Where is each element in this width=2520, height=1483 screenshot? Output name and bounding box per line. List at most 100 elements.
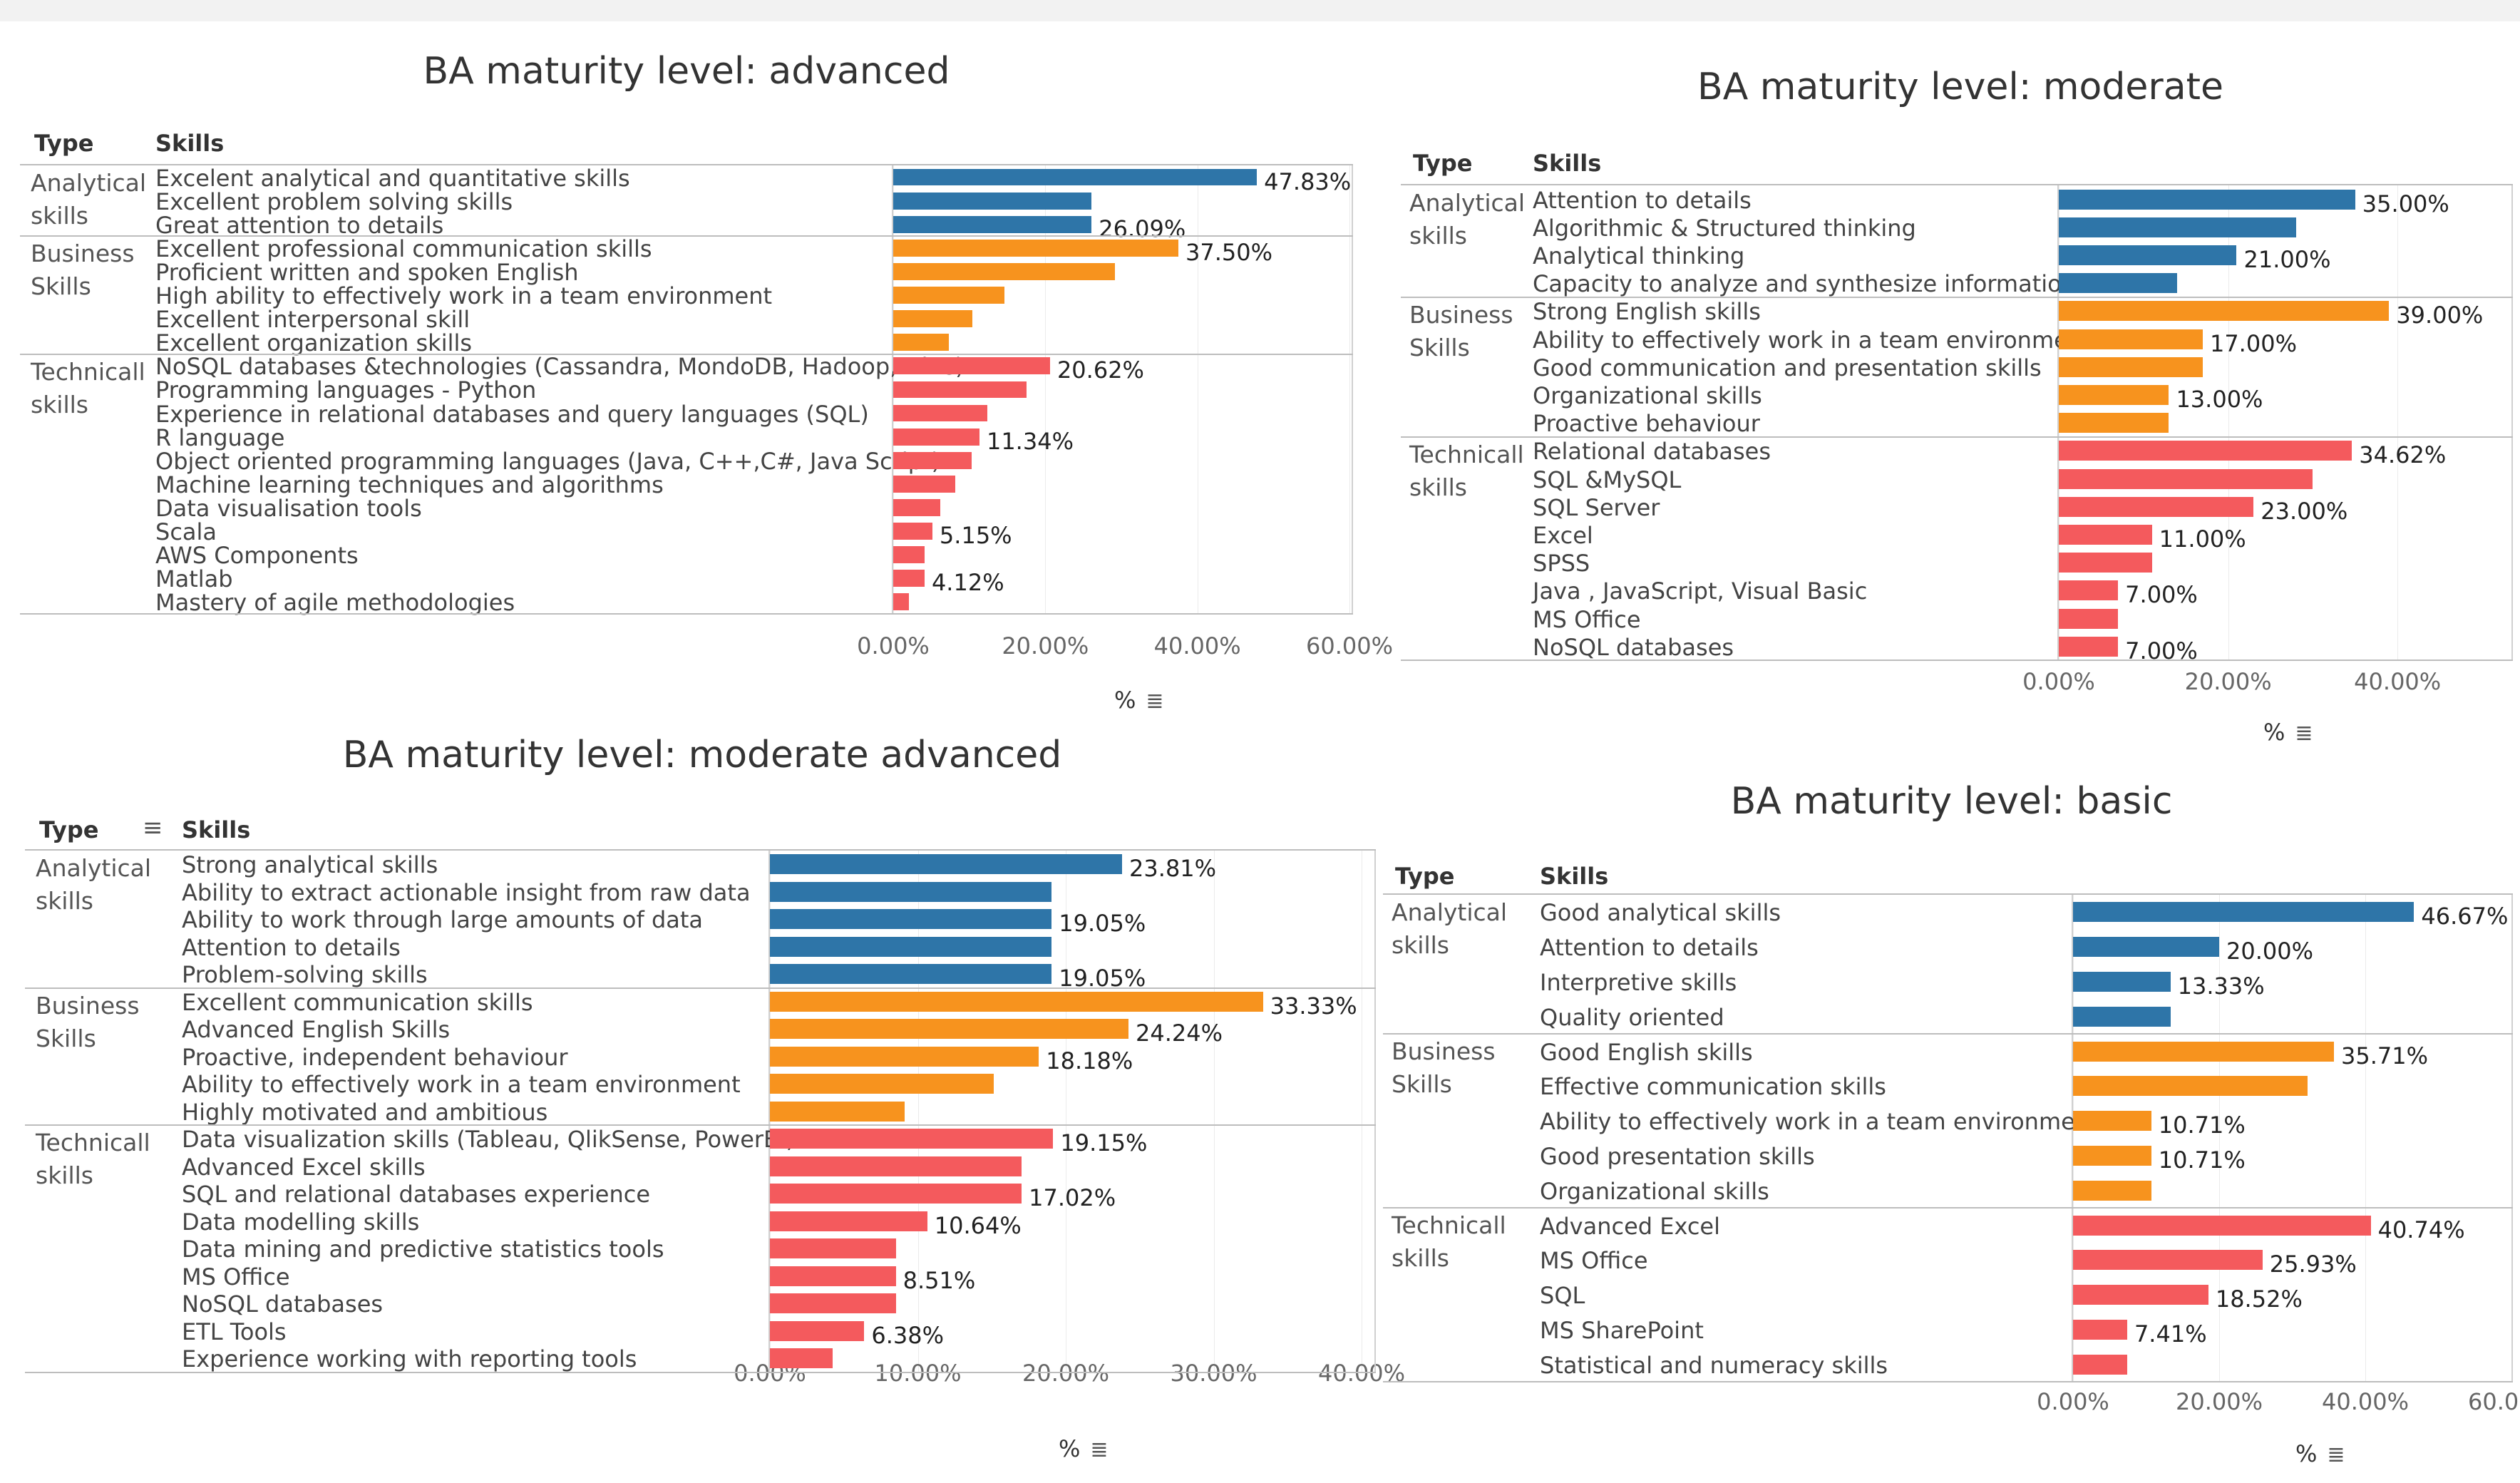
- column-header-type[interactable]: Type: [39, 816, 99, 843]
- bar[interactable]: [2059, 273, 2178, 294]
- bar[interactable]: [893, 215, 1092, 233]
- bar[interactable]: [2059, 525, 2152, 545]
- bar[interactable]: [893, 357, 1050, 375]
- bar[interactable]: [893, 523, 932, 540]
- bar[interactable]: [893, 287, 1004, 304]
- data-label: 34.62%: [2359, 441, 2447, 469]
- bar[interactable]: [2073, 1111, 2151, 1132]
- bar[interactable]: [770, 1074, 994, 1094]
- bar[interactable]: [770, 1320, 865, 1341]
- bar[interactable]: [893, 310, 972, 328]
- bar[interactable]: [2059, 553, 2152, 573]
- bar[interactable]: [893, 593, 910, 611]
- bar[interactable]: [2073, 1354, 2127, 1375]
- bar[interactable]: [893, 404, 988, 422]
- bar[interactable]: [893, 475, 956, 493]
- bar[interactable]: [2059, 245, 2237, 265]
- sort-descending-icon[interactable]: ≣: [2295, 721, 2313, 746]
- bar[interactable]: [2073, 1146, 2151, 1166]
- bar[interactable]: [770, 1293, 896, 1314]
- bar[interactable]: [2059, 496, 2254, 517]
- bar[interactable]: [2059, 301, 2390, 322]
- bar[interactable]: [770, 909, 1052, 930]
- bar[interactable]: [2059, 636, 2119, 657]
- bar[interactable]: [2059, 413, 2169, 433]
- bar[interactable]: [2073, 1250, 2263, 1271]
- bar[interactable]: [770, 1184, 1022, 1204]
- bar[interactable]: [2059, 385, 2169, 405]
- top-toolbar-strip: [0, 0, 2520, 21]
- data-label: 19.05%: [1059, 965, 1146, 992]
- sort-descending-icon[interactable]: ≣: [2327, 1442, 2345, 1467]
- bar[interactable]: [893, 428, 979, 446]
- bar[interactable]: [770, 854, 1123, 875]
- bar[interactable]: [893, 168, 1258, 186]
- bar[interactable]: [2059, 441, 2352, 461]
- bar[interactable]: [770, 964, 1052, 985]
- bar[interactable]: [893, 239, 1178, 257]
- bar[interactable]: [770, 1046, 1039, 1067]
- bar[interactable]: [2059, 217, 2296, 237]
- bar[interactable]: [770, 1101, 905, 1122]
- bar[interactable]: [893, 451, 972, 469]
- x-axis-title[interactable]: % ≣: [1059, 1435, 1109, 1462]
- skill-label: Proactive behaviour: [1533, 410, 1760, 438]
- bar[interactable]: [893, 334, 949, 351]
- bar[interactable]: [2059, 580, 2119, 601]
- bar[interactable]: [2059, 329, 2203, 349]
- sort-descending-icon[interactable]: ≣: [1146, 689, 1164, 714]
- bar[interactable]: [770, 1129, 1054, 1149]
- bar[interactable]: [2059, 189, 2355, 210]
- gridline: [2397, 185, 2399, 661]
- bar[interactable]: [2059, 608, 2119, 629]
- bar[interactable]: [893, 499, 941, 516]
- bar[interactable]: [770, 1238, 896, 1259]
- bar[interactable]: [2073, 1320, 2127, 1340]
- bar[interactable]: [893, 381, 1027, 399]
- column-header-skills[interactable]: Skills: [1540, 863, 1609, 890]
- bar[interactable]: [770, 1348, 833, 1369]
- column-header-type[interactable]: Type: [1413, 150, 1473, 177]
- column-header-skills[interactable]: Skills: [182, 816, 251, 843]
- bar[interactable]: [2073, 1041, 2335, 1062]
- chart-panel-advanced: BA maturity level: advanced Type Skills 0.0…: [20, 43, 1393, 756]
- bar[interactable]: [2073, 902, 2414, 923]
- bar[interactable]: [2073, 1006, 2171, 1027]
- x-axis-title[interactable]: % ≣: [2295, 1440, 2345, 1467]
- bar[interactable]: [893, 546, 925, 564]
- skill-label: Excellent problem solving skills: [155, 188, 513, 215]
- bar[interactable]: [770, 936, 1052, 957]
- type-label: Business Skills: [1409, 300, 1513, 361]
- skill-label: Analytical thinking: [1533, 242, 1745, 270]
- column-header-type[interactable]: Type: [34, 130, 94, 157]
- bar[interactable]: [770, 1211, 927, 1231]
- column-header-type[interactable]: Type: [1395, 863, 1455, 890]
- bar[interactable]: [2073, 937, 2219, 958]
- bar[interactable]: [2059, 356, 2203, 377]
- bar[interactable]: [2073, 1076, 2308, 1097]
- sort-descending-icon[interactable]: ≣: [1090, 1437, 1109, 1462]
- bar[interactable]: [893, 263, 1116, 280]
- bar[interactable]: [2073, 1285, 2208, 1305]
- bar[interactable]: [770, 881, 1052, 902]
- chart-title: BA maturity level: moderate: [1697, 66, 2223, 108]
- bar[interactable]: [770, 1266, 896, 1286]
- bar[interactable]: [770, 1019, 1128, 1040]
- column-header-skills[interactable]: Skills: [1533, 150, 1602, 177]
- bar[interactable]: [2073, 1215, 2371, 1236]
- x-axis-title[interactable]: % ≣: [2263, 719, 2313, 746]
- bar[interactable]: [893, 570, 925, 587]
- table-top-border: [1401, 184, 2513, 185]
- column-header-skills[interactable]: Skills: [155, 130, 225, 157]
- data-label: 19.15%: [1060, 1129, 1148, 1157]
- bar[interactable]: [2073, 972, 2171, 992]
- x-axis-title[interactable]: % ≣: [1114, 687, 1164, 714]
- bar[interactable]: [770, 991, 1263, 1012]
- data-label: 20.62%: [1056, 356, 1144, 384]
- bar[interactable]: [2073, 1180, 2151, 1201]
- bar[interactable]: [770, 1156, 1022, 1176]
- sort-icon[interactable]: ≡: [143, 814, 163, 842]
- bar[interactable]: [2059, 468, 2313, 489]
- bar[interactable]: [893, 192, 1092, 210]
- group-separator: [20, 353, 1353, 355]
